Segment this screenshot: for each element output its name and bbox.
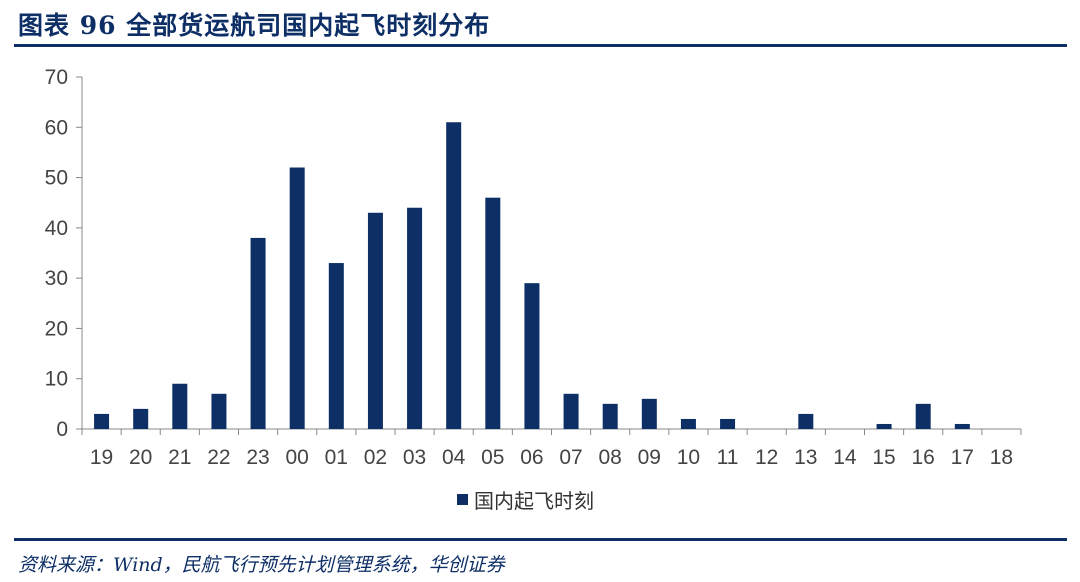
y-tick-label: 10 — [45, 368, 68, 391]
y-tick-label: 60 — [45, 116, 68, 139]
bar-04 — [446, 122, 462, 429]
legend: 国内起飞时刻 — [457, 489, 594, 513]
x-tick-label: 09 — [638, 446, 661, 469]
x-tick-label: 20 — [129, 446, 152, 469]
x-tick-label: 22 — [207, 446, 230, 469]
x-tick-label: 13 — [794, 446, 817, 469]
x-tick-label: 01 — [325, 446, 348, 469]
x-tick-label: 12 — [755, 446, 778, 469]
legend-label: 国内起飞时刻 — [474, 489, 594, 513]
legend-swatch — [457, 494, 468, 505]
x-tick-label: 04 — [442, 446, 466, 469]
bar-06 — [524, 283, 540, 429]
bar-00 — [289, 167, 305, 429]
bar-09 — [641, 398, 657, 429]
x-tick-label: 10 — [677, 446, 700, 469]
chart-title: 图表 96 全部货运航司国内起飞时刻分布 — [18, 11, 491, 40]
bar-03 — [407, 207, 423, 429]
x-tick-label: 00 — [286, 446, 309, 469]
bar-series — [94, 122, 970, 429]
x-axis: 19 20 21 22 23 00 01 02 03 04 05 06 07 08 09 10 11 12 13 14… — [81, 428, 1022, 469]
footer-rule — [14, 538, 1067, 541]
bar-17 — [954, 423, 970, 429]
x-tick-label: 07 — [559, 446, 582, 469]
y-tick-label: 50 — [45, 167, 68, 190]
x-tick-label: 19 — [90, 446, 113, 469]
bar-22 — [211, 393, 227, 429]
y-tick-label: 30 — [45, 267, 68, 290]
y-axis: 0 10 20 30 40 50 60 70 — [45, 66, 83, 441]
bar-07 — [563, 393, 579, 429]
x-tick-label: 15 — [872, 446, 895, 469]
y-tick-label: 0 — [56, 418, 68, 441]
x-tick-label: 17 — [951, 446, 974, 469]
y-tick-label: 20 — [45, 317, 68, 340]
bar-02 — [367, 212, 383, 429]
x-tick-label: 02 — [364, 446, 387, 469]
bar-05 — [485, 197, 501, 429]
x-tick-label: 23 — [246, 446, 269, 469]
x-tick-label: 03 — [403, 446, 426, 469]
x-tick-label: 11 — [717, 446, 739, 469]
x-tick-label: 08 — [599, 446, 622, 469]
bar-13 — [798, 413, 814, 429]
bar-19 — [94, 413, 110, 429]
x-tick-label: 21 — [168, 446, 191, 469]
x-tick-label: 16 — [912, 446, 935, 469]
bar-20 — [133, 408, 149, 429]
bar-chart: 0 10 20 30 40 50 60 70 19 20 21 22 23 00 01 02 03 04 05 06… — [45, 66, 1022, 513]
x-tick-label: 05 — [481, 446, 504, 469]
x-tick-label: 06 — [520, 446, 543, 469]
bar-08 — [602, 403, 618, 429]
x-tick-label: 18 — [990, 446, 1013, 469]
title-rule — [14, 44, 1067, 47]
bar-01 — [328, 263, 344, 429]
bar-23 — [250, 237, 266, 429]
x-tick-label: 14 — [833, 446, 857, 469]
y-tick-label: 70 — [45, 66, 68, 89]
bar-15 — [876, 423, 892, 429]
bar-16 — [915, 403, 931, 429]
bar-10 — [680, 418, 696, 429]
bar-11 — [720, 418, 736, 429]
source-note: 资料来源：Wind，民航飞行预先计划管理系统，华创证券 — [18, 554, 505, 576]
y-tick-label: 40 — [45, 217, 68, 240]
bar-21 — [172, 383, 188, 429]
